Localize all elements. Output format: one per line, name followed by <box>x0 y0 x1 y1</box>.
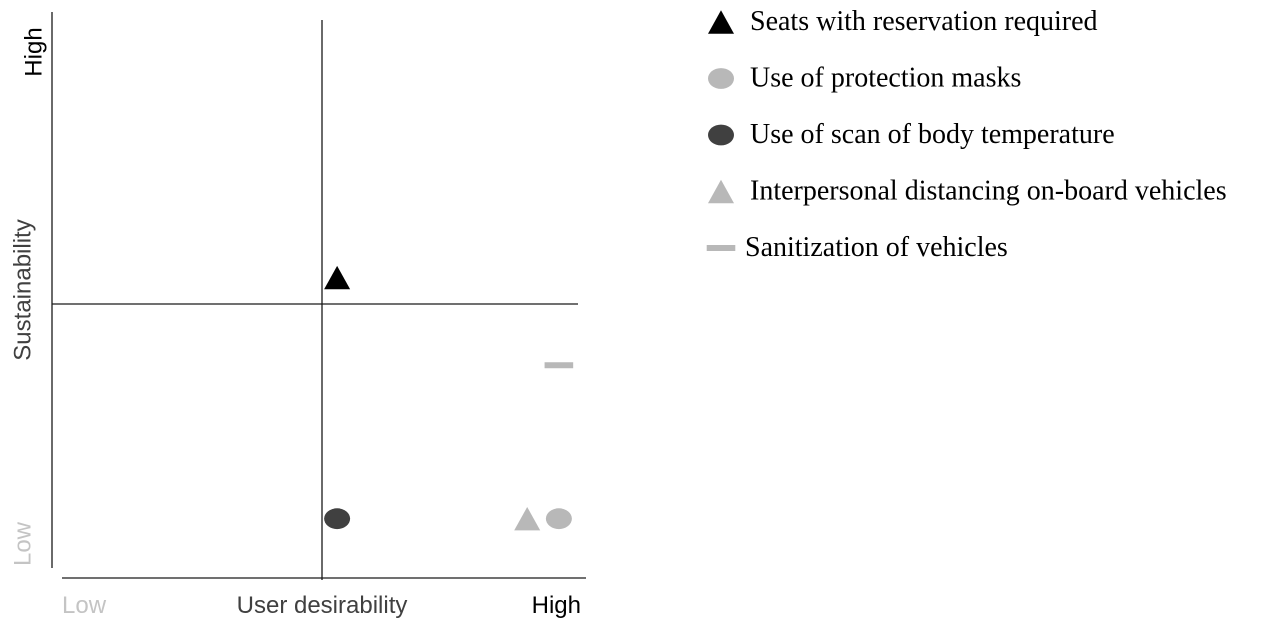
legend-item: Use of protection masks <box>708 63 1021 94</box>
legend-item: Seats with reservation required <box>708 6 1098 37</box>
axes <box>51 12 586 580</box>
y-tick-high: High <box>21 27 48 76</box>
x-axis-title: User desirability <box>237 592 408 619</box>
y-axis-title: Sustainability <box>10 219 37 360</box>
y-tick-low: Low <box>10 521 37 566</box>
legend-label: Interpersonal distancing on-board vehicl… <box>750 176 1227 207</box>
x-tick-high: High <box>532 592 581 619</box>
legend-marker-triangle <box>708 10 734 34</box>
data-point-circle-2-0 <box>324 508 351 530</box>
data-point-triangle-0-0 <box>324 265 351 290</box>
data-points <box>324 265 574 531</box>
legend-marker-triangle <box>708 179 734 204</box>
data-point-circle-1-0 <box>545 508 572 530</box>
legend-label: Use of scan of body temperature <box>750 119 1115 150</box>
legend-marker-dash <box>706 245 736 251</box>
legend-label: Use of protection masks <box>750 63 1021 94</box>
legend-label: Seats with reservation required <box>750 6 1098 37</box>
data-point-dash-4-0 <box>544 362 574 369</box>
legend-marker-circle <box>708 68 734 89</box>
legend-item: Interpersonal distancing on-board vehicl… <box>708 176 1227 207</box>
legend-item: Use of scan of body temperature <box>708 119 1115 150</box>
data-point-triangle-3-0 <box>514 506 541 531</box>
legend-marker-circle <box>708 124 734 146</box>
legend-item: Sanitization of vehicles <box>706 232 1008 263</box>
legend: Seats with reservation required Use of pr… <box>706 6 1227 263</box>
legend-label: Sanitization of vehicles <box>745 232 1008 263</box>
x-tick-low: Low <box>62 592 107 619</box>
